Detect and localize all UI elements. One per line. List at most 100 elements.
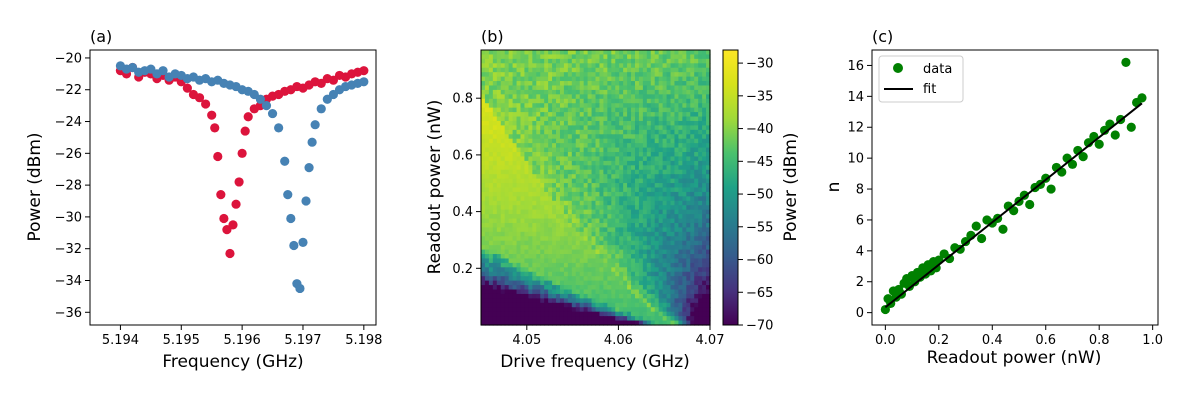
heatmap-cell bbox=[492, 249, 498, 255]
heatmap-cell bbox=[556, 262, 561, 268]
heatmap-cell bbox=[650, 276, 656, 282]
heatmap-cell bbox=[567, 169, 573, 175]
heatmap-cell bbox=[670, 302, 676, 308]
heatmap-cell bbox=[544, 249, 549, 255]
heatmap-cell bbox=[488, 289, 494, 295]
colorbar-tick-label: −50 bbox=[746, 188, 773, 203]
heatmap-cell bbox=[563, 205, 569, 211]
heatmap-cell bbox=[611, 183, 616, 189]
heatmap-cell bbox=[682, 116, 687, 122]
heatmap-cell bbox=[552, 183, 557, 189]
heatmap-cell bbox=[563, 320, 569, 326]
heatmap-cell bbox=[674, 311, 680, 317]
heatmap-cell bbox=[706, 169, 711, 175]
heatmap-cell bbox=[599, 160, 604, 166]
heatmap-cell bbox=[496, 143, 502, 149]
heatmap-cell bbox=[524, 169, 529, 175]
heatmap-cell bbox=[619, 307, 624, 313]
heatmap-cell bbox=[540, 107, 545, 113]
heatmap-cell bbox=[504, 125, 510, 131]
heatmap-cell bbox=[674, 240, 680, 246]
heatmap-cell bbox=[512, 298, 518, 304]
heatmap-cell bbox=[591, 316, 597, 322]
heatmap-cell bbox=[631, 85, 636, 91]
heatmap-cell bbox=[512, 94, 518, 100]
heatmap-cell bbox=[496, 209, 502, 215]
heatmap-cell bbox=[571, 89, 577, 95]
heatmap-cell bbox=[686, 200, 691, 206]
heatmap-cell bbox=[559, 254, 565, 260]
heatmap-cell bbox=[536, 222, 541, 229]
heatmap-cell bbox=[638, 285, 644, 291]
heatmap-cell bbox=[678, 160, 683, 166]
heatmap-cell bbox=[536, 143, 541, 149]
heatmap-cell bbox=[595, 276, 601, 282]
heatmap-cell bbox=[496, 231, 502, 237]
heatmap-cell bbox=[638, 262, 644, 268]
heatmap-cell bbox=[500, 311, 506, 317]
heatmap-cell bbox=[508, 67, 514, 73]
heatmap-cell bbox=[686, 245, 691, 251]
heatmap-cell bbox=[642, 271, 648, 277]
heatmap-cell bbox=[528, 267, 533, 273]
heatmap-cell bbox=[670, 311, 676, 317]
heatmap-cell bbox=[512, 67, 518, 73]
heatmap-cell bbox=[690, 156, 695, 162]
heatmap-cell bbox=[678, 134, 683, 140]
heatmap-cell bbox=[571, 271, 577, 277]
heatmap-cell bbox=[650, 258, 656, 264]
heatmap-cell bbox=[512, 276, 518, 282]
heatmap-cell bbox=[690, 222, 695, 229]
heatmap-cell bbox=[504, 205, 510, 211]
heatmap-cell bbox=[706, 54, 711, 60]
heatmap-cell bbox=[674, 187, 680, 193]
heatmap-cell bbox=[642, 276, 648, 282]
heatmap-cell bbox=[563, 214, 569, 220]
heatmap-cell bbox=[540, 249, 545, 255]
heatmap-cell bbox=[556, 191, 561, 197]
heatmap-cell bbox=[579, 103, 585, 109]
heatmap-cell bbox=[536, 81, 541, 87]
heatmap-cell bbox=[619, 125, 624, 131]
heatmap-cell bbox=[567, 147, 573, 153]
panel-b-x-tick-label: 4.06 bbox=[604, 333, 633, 348]
heatmap-cell bbox=[595, 289, 601, 295]
heatmap-cell bbox=[634, 116, 640, 122]
heatmap-cell bbox=[658, 107, 664, 113]
heatmap-cell bbox=[682, 54, 687, 60]
heatmap-cell bbox=[548, 289, 553, 295]
heatmap-cell bbox=[544, 50, 549, 56]
heatmap-cell bbox=[591, 267, 597, 273]
heatmap-cell bbox=[552, 285, 557, 291]
heatmap-cell bbox=[662, 302, 668, 308]
heatmap-cell bbox=[615, 116, 620, 122]
heatmap-cell bbox=[682, 316, 687, 322]
heatmap-cell bbox=[540, 178, 545, 184]
heatmap-cell bbox=[666, 174, 672, 180]
heatmap-cell bbox=[595, 320, 601, 326]
heatmap-cell bbox=[532, 316, 537, 322]
heatmap-cell bbox=[567, 143, 573, 149]
heatmap-cell bbox=[623, 107, 628, 113]
heatmap-cell bbox=[670, 289, 676, 295]
heatmap-cell bbox=[666, 165, 672, 171]
heatmap-cell bbox=[634, 271, 640, 277]
heatmap-cell bbox=[559, 103, 565, 109]
heatmap-cell bbox=[698, 120, 703, 127]
heatmap-cell bbox=[658, 311, 664, 317]
heatmap-cell bbox=[642, 85, 648, 91]
heatmap-cell bbox=[583, 174, 589, 180]
heatmap-cell bbox=[567, 67, 573, 73]
heatmap-cell bbox=[706, 72, 711, 78]
heatmap-cell bbox=[532, 50, 537, 56]
heatmap-cell bbox=[500, 85, 506, 91]
heatmap-cell bbox=[548, 120, 553, 127]
heatmap-cell bbox=[642, 125, 648, 131]
heatmap-cell bbox=[488, 218, 494, 224]
heatmap-cell bbox=[646, 152, 652, 158]
heatmap-cell bbox=[666, 271, 672, 277]
heatmap-cell bbox=[591, 165, 597, 171]
heatmap-cell bbox=[567, 191, 573, 197]
heatmap-cell bbox=[552, 116, 557, 122]
heatmap-cell bbox=[559, 209, 565, 215]
